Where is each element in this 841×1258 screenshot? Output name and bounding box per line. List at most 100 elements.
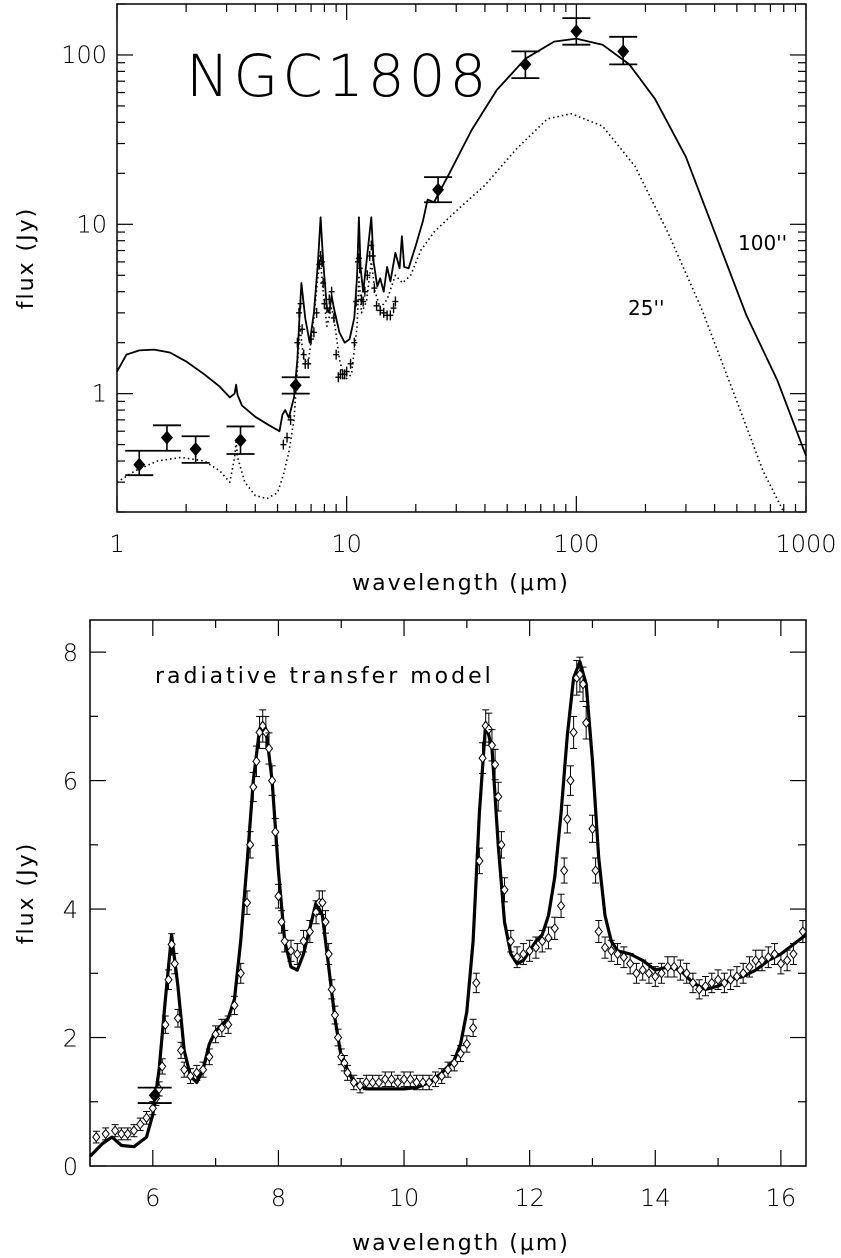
data-point <box>293 948 302 960</box>
y-tick-label: 4 <box>63 896 78 924</box>
series-line-25arcsec <box>116 112 785 513</box>
data-point <box>757 955 767 966</box>
top-x-axis-label: wavelength (μm) <box>352 571 570 596</box>
series-line-100arcsec <box>116 37 807 457</box>
data-point <box>406 1073 415 1085</box>
data-point <box>764 951 773 963</box>
y-tick-label: 2 <box>63 1025 78 1053</box>
data-point <box>198 1064 208 1075</box>
bottom-plot-frame <box>89 619 807 1167</box>
x-tick-label: 1000 <box>775 530 836 558</box>
data-point <box>305 926 314 937</box>
data-point <box>531 942 541 953</box>
photometry-point <box>148 1088 161 1103</box>
photometry-point <box>189 442 202 457</box>
y-tick-label: 100 <box>61 41 107 69</box>
data-point <box>321 916 330 928</box>
data-point <box>236 967 245 979</box>
bottom-x-axis-label: wavelength (μm) <box>352 1231 570 1256</box>
data-point <box>217 1022 227 1034</box>
data-point <box>167 939 176 950</box>
data-point <box>651 971 660 982</box>
data-point <box>412 1077 421 1088</box>
data-point <box>330 1009 340 1021</box>
data-point <box>538 935 547 947</box>
photometry-point <box>519 57 532 72</box>
bottom-annotation: radiative transfer model <box>155 664 494 689</box>
data-point <box>192 1067 201 1079</box>
data-point <box>468 1022 478 1034</box>
data-point <box>368 1077 377 1088</box>
data-point <box>732 971 742 982</box>
data-point <box>180 1064 189 1075</box>
data-point <box>607 945 616 957</box>
bottom-ticks <box>89 620 806 1167</box>
data-point <box>494 791 503 802</box>
top-y-axis-label: flux (Jy) <box>14 207 39 310</box>
data-point <box>205 1051 214 1063</box>
top-ticks <box>116 3 807 513</box>
top-tick-labels: 1 10 100 1000 1 10 100 <box>61 41 836 558</box>
data-point <box>387 1073 396 1085</box>
data-point <box>164 974 173 986</box>
data-point <box>575 669 585 680</box>
data-point <box>497 839 506 851</box>
data-point <box>349 1077 358 1088</box>
photometry-point <box>617 44 630 59</box>
data-point <box>355 1080 365 1092</box>
data-point <box>211 1029 220 1040</box>
data-point <box>512 951 522 963</box>
x-tick-label: 14 <box>640 1184 671 1212</box>
data-point <box>688 977 698 989</box>
data-point <box>362 1077 371 1088</box>
data-point <box>475 855 484 867</box>
data-point <box>591 865 600 876</box>
top-curves <box>116 37 807 513</box>
data-point <box>242 897 252 908</box>
data-point <box>333 1032 343 1043</box>
data-point <box>437 1070 446 1082</box>
data-point <box>613 948 622 960</box>
data-point <box>381 1073 390 1085</box>
data-point <box>783 955 792 966</box>
data-point <box>638 964 647 976</box>
data-point <box>136 1118 145 1130</box>
data-point <box>478 752 487 764</box>
data-point <box>274 890 283 902</box>
data-point <box>462 1038 471 1050</box>
data-point <box>129 1125 139 1136</box>
data-point <box>588 823 597 835</box>
data-point <box>490 759 500 770</box>
data-point <box>770 948 779 960</box>
data-point <box>101 1128 110 1140</box>
bottom-points <box>92 656 807 1144</box>
data-point <box>676 964 685 976</box>
photometry-point <box>432 182 445 197</box>
data-point <box>594 926 603 937</box>
x-tick-label: 12 <box>514 1184 545 1212</box>
data-point <box>789 948 798 960</box>
data-point <box>277 916 286 928</box>
data-point <box>713 974 723 986</box>
data-point <box>626 958 635 969</box>
data-point <box>425 1077 434 1088</box>
data-point <box>701 980 710 992</box>
data-point <box>450 1057 459 1069</box>
top-annotation-100: 100'' <box>738 231 787 255</box>
data-point <box>556 900 566 912</box>
photometry-point <box>289 378 302 393</box>
data-point <box>798 926 807 937</box>
data-point <box>707 977 716 989</box>
data-point <box>230 1000 239 1011</box>
data-point <box>161 1019 170 1030</box>
data-point <box>324 948 333 960</box>
data-point <box>695 984 704 995</box>
data-point <box>170 958 179 969</box>
model-curve <box>88 660 807 1158</box>
data-point <box>563 813 572 825</box>
data-point <box>117 1128 126 1140</box>
data-point <box>560 865 569 876</box>
data-point <box>264 743 274 754</box>
data-point <box>299 935 308 947</box>
